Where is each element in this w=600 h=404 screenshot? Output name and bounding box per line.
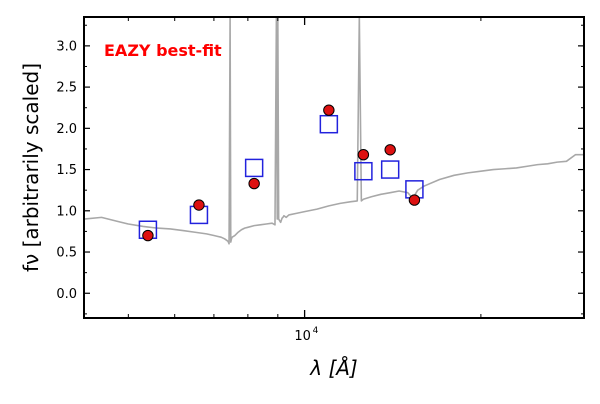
x-axis-label: λ [Å] [309,356,357,380]
plot-frame [83,16,585,319]
observed-flux-point [323,104,335,116]
x-tick-exponent: 4 [313,326,319,336]
y-tick-label: 0.5 [56,246,77,261]
y-tick-label: 2.5 [56,81,77,96]
observed-flux-point [357,149,370,161]
y-tick-label: 2.0 [56,122,77,137]
observed-flux-point [408,194,421,206]
observed-flux-point [248,177,260,190]
y-tick-label: 0.0 [56,287,77,302]
x-tick-label: 10 [294,329,311,344]
y-tick-label: 1.0 [56,204,77,219]
model-flux-square [380,160,400,179]
observed-flux-point [384,144,396,156]
sed-spectrum-line [84,17,584,245]
observed-flux-point [142,229,154,242]
model-flux-square [319,114,339,134]
annotation-label: EAZY best-fit [104,41,222,60]
y-tick-label: 1.5 [56,163,77,178]
y-tick-label: 3.0 [56,39,77,54]
model-flux-square [244,158,264,178]
model-flux-square [354,161,373,181]
observed-flux-point [193,199,205,211]
y-axis-label: fν [arbitrarily scaled] [19,63,43,272]
